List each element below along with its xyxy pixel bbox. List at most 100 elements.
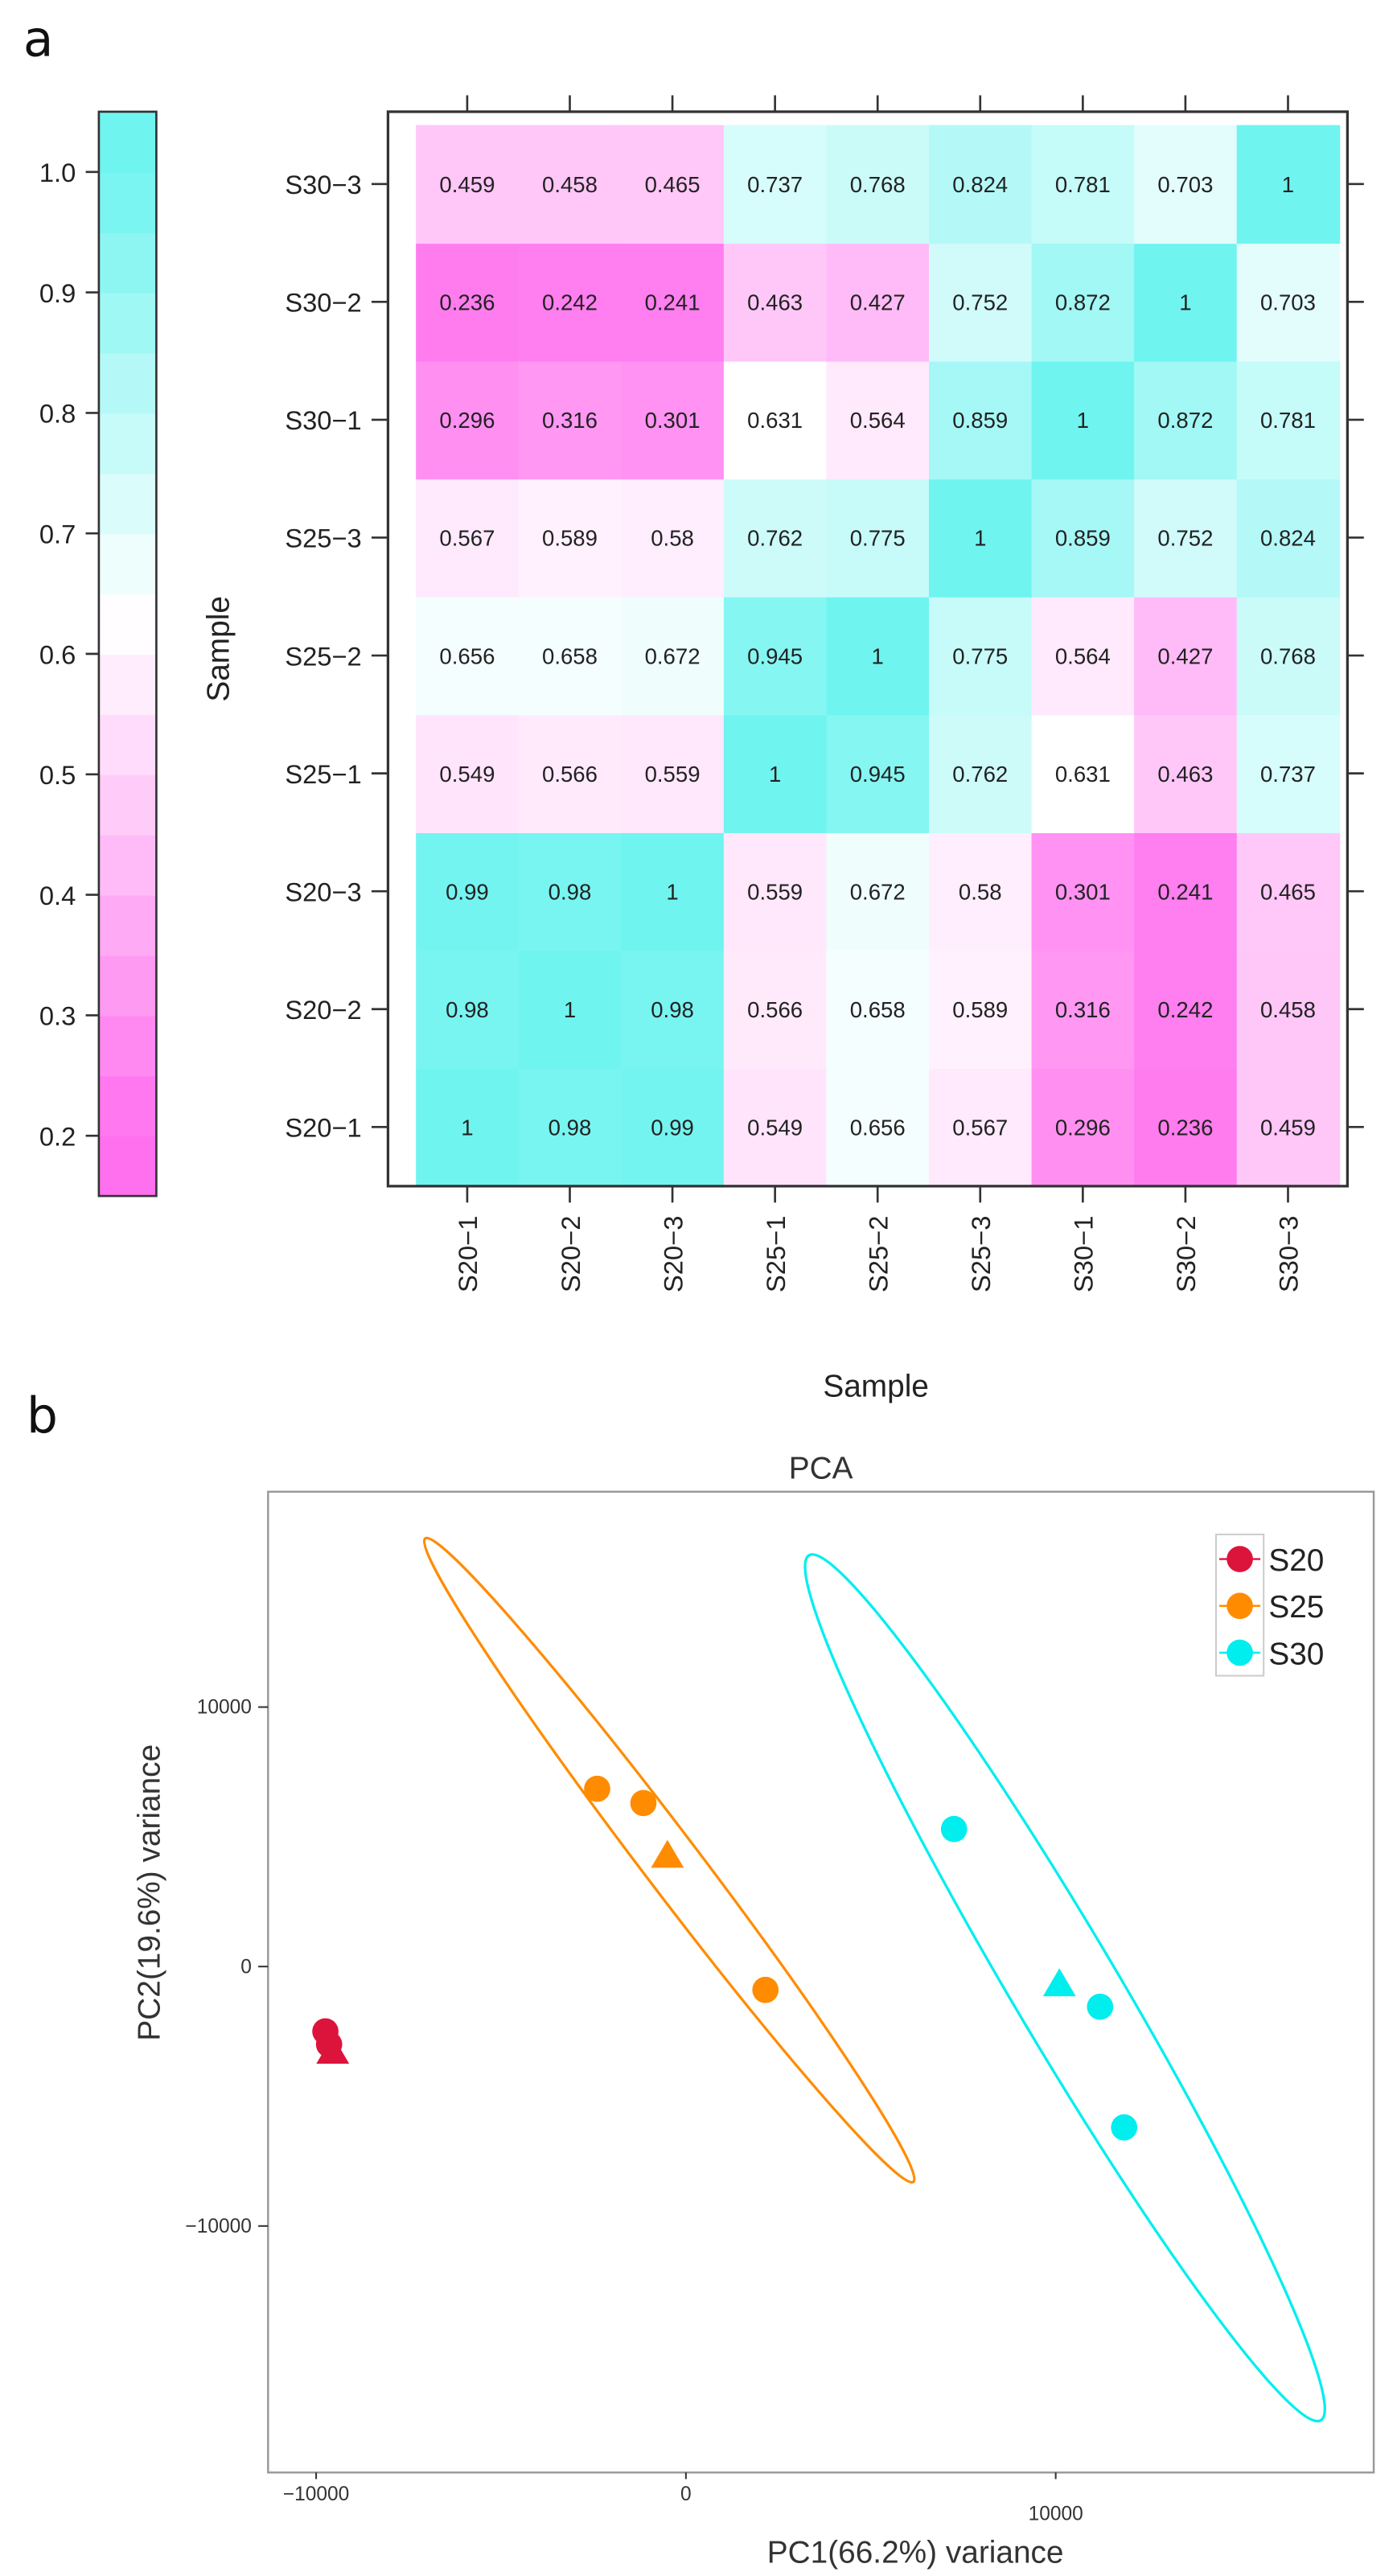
heatmap-cell [416, 832, 520, 951]
colorbar-step [98, 1015, 157, 1077]
row-label: S25−2 [285, 641, 361, 671]
cell-value-label: 0.945 [747, 643, 803, 668]
cell-value-label: 0.459 [439, 172, 495, 197]
heatmap-cell [621, 243, 725, 362]
cell-value-label: 0.99 [446, 879, 489, 904]
cell-value-label: 0.564 [1055, 643, 1111, 668]
colorbar-step [98, 594, 157, 655]
cell-value-label: 0.236 [439, 290, 495, 315]
cell-value-label: 1 [872, 643, 884, 668]
cell-value-label: 0.316 [542, 408, 598, 433]
heatmap-cell [1236, 243, 1341, 362]
cell-value-label: 0.549 [439, 762, 495, 787]
cell-value-label: 0.631 [747, 408, 803, 433]
heatmap-cell [1236, 479, 1341, 598]
colorbar: 0.2 0.3 0.4 0.5 0.6 0.7 0.8 0.9 1.0 [39, 110, 158, 1198]
colorbar-step [98, 111, 157, 173]
cell-value-label: 1 [461, 1115, 473, 1140]
cell-value-label: 0.236 [1157, 1115, 1213, 1140]
heatmap-cell [1134, 832, 1238, 951]
heatmap-cell [928, 125, 1033, 244]
colorbar-tick-label: 0.2 [39, 1121, 76, 1151]
heatmap-cell [826, 714, 931, 833]
colorbar-tick-label: 1.0 [39, 158, 76, 187]
cell-value-label: 0.824 [1260, 526, 1316, 551]
cell-value-label: 0.762 [952, 762, 1008, 787]
cell-value-label: 0.242 [542, 290, 598, 315]
heatmap-cell [1031, 714, 1136, 833]
heatmap-cell [1031, 243, 1136, 362]
cell-value-label: 0.589 [542, 526, 598, 551]
colorbar-tick-label: 0.4 [39, 881, 76, 910]
column-label: S25−3 [966, 1216, 996, 1292]
cell-value-label: 0.737 [1260, 762, 1316, 787]
column-label: S20−3 [658, 1216, 688, 1292]
heatmap-cell [1031, 125, 1136, 244]
plot-frame [267, 1490, 1375, 2474]
heatmap-cell [518, 714, 622, 833]
legend-marker-s25 [1226, 1592, 1253, 1620]
heatmap-cell [928, 479, 1033, 598]
heatmap-cell [518, 243, 622, 362]
heatmap-cell [518, 1068, 622, 1187]
colorbar-step [98, 352, 157, 414]
heatmap-cell [826, 1068, 931, 1187]
heatmap-cell [723, 714, 828, 833]
x-tick-label: −10000 [283, 2484, 349, 2505]
cell-value-label: 0.465 [1260, 879, 1316, 904]
colorbar-tick-label: 0.9 [39, 278, 76, 308]
heatmap-cell [621, 596, 725, 716]
x-tick-label: 10000 [1029, 2504, 1083, 2525]
y-axis-title: PC2(19.6%) variance [132, 1744, 166, 2041]
x-axis-title: Sample [823, 1369, 929, 1403]
cell-value-label: 0.559 [747, 879, 803, 904]
panel-label-a: a [23, 10, 54, 68]
colorbar-step [98, 292, 157, 354]
cell-value-label: 1 [1077, 408, 1089, 433]
cell-value-label: 0.465 [645, 172, 701, 197]
cell-value-label: 0.781 [1260, 408, 1316, 433]
cell-value-label: 0.752 [952, 290, 1008, 315]
column-label: S25−2 [863, 1216, 893, 1292]
column-label: S20−1 [453, 1216, 483, 1292]
data-point-s25 [752, 1976, 779, 2003]
colorbar-step [98, 533, 157, 595]
heatmap-cell [1236, 714, 1341, 833]
column-label: S30−1 [1069, 1216, 1099, 1292]
cell-value-label: 0.58 [959, 879, 1002, 904]
x-tick-label: 0 [680, 2484, 692, 2505]
column-label: S30−2 [1171, 1216, 1201, 1292]
cell-value-label: 0.301 [645, 408, 701, 433]
heatmap-cell [416, 596, 520, 716]
data-point-s30 [1042, 1968, 1076, 1997]
heatmap-cell [1134, 360, 1238, 480]
heatmap-cell [723, 1068, 828, 1187]
cell-value-label: 0.98 [651, 997, 694, 1022]
cell-value-label: 0.672 [850, 879, 906, 904]
heatmap-cell [1236, 832, 1341, 951]
heatmap-cell [1236, 1068, 1341, 1187]
row-label: S25−1 [285, 759, 361, 789]
cell-value-label: 0.98 [446, 997, 489, 1022]
cell-value-label: 0.781 [1055, 172, 1111, 197]
heatmap-frame [386, 110, 1350, 1188]
heatmap-cell [1134, 125, 1238, 244]
column-label: S20−2 [556, 1216, 586, 1292]
cell-value-label: 1 [769, 762, 781, 787]
legend: S20 S25 S30 [1214, 1533, 1324, 1677]
colorbar-step [98, 1136, 157, 1198]
cell-value-label: 0.859 [952, 408, 1008, 433]
data-point-s30 [940, 1815, 968, 1843]
pca-chart: PCA −10000 0 10000 10000 0 −10000 PC1(66.2%) va… [132, 1451, 1375, 2570]
heatmap-cell [723, 243, 828, 362]
heatmap-cell [723, 596, 828, 716]
colorbar-step [98, 171, 157, 233]
heatmap-cell [1031, 1068, 1136, 1187]
cell-value-label: 0.458 [542, 172, 598, 197]
data-point-s25 [630, 1789, 657, 1817]
colorbar-tick-label: 0.7 [39, 519, 76, 548]
colorbar-tick-label: 0.8 [39, 399, 76, 429]
panel-label-b: b [27, 1387, 58, 1444]
cell-value-label: 0.703 [1260, 290, 1316, 315]
